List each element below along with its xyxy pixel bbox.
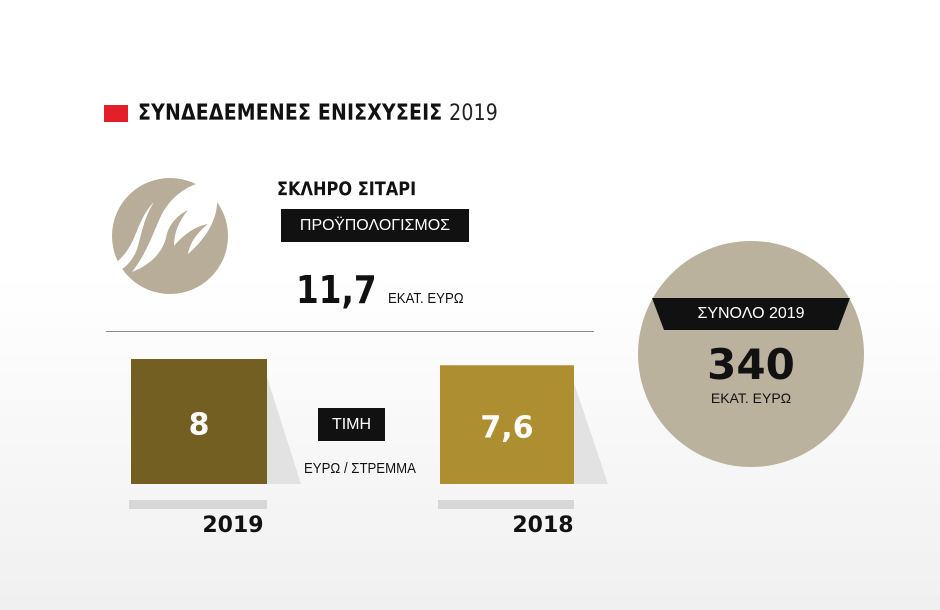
- bar-shadow: [574, 383, 608, 484]
- budget-value: 11,7: [296, 268, 377, 312]
- title-text: ΣΥΝΔΕΔΕΜΕΝΕΣ ΕΝΙΣΧΥΣΕΙΣ: [138, 100, 443, 126]
- page-title: ΣΥΝΔΕΔΕΜΕΝΕΣ ΕΝΙΣΧΥΣΕΙΣ 2019: [138, 101, 498, 126]
- category-label: 2019: [202, 513, 263, 538]
- budget-label: ΠΡΟΫΠΟΛΟΓΙΣΜΟΣ: [281, 209, 469, 242]
- category-label: 2018: [512, 513, 573, 538]
- bar-value-label: 7,6: [480, 411, 533, 446]
- title-year: 2019: [449, 100, 499, 126]
- budget-unit: ΕΚΑΤ. ΕΥΡΩ: [387, 290, 464, 307]
- bar-2018: [440, 365, 574, 484]
- total-banner: [652, 298, 850, 330]
- price-unit: ΕΥΡΩ / ΣΤΡΕΜΜΑ: [304, 460, 416, 477]
- bar-base-shadow: [129, 500, 267, 509]
- leaf-stem-cutout: [106, 202, 154, 276]
- total-unit: ΕΚΑΤ. ΕΥΡΩ: [710, 390, 792, 406]
- bar-base-shadow: [438, 500, 574, 509]
- price-label: ΤΙΜΗ: [318, 408, 385, 441]
- crop-name: ΣΚΛΗΡΟ ΣΙΤΑΡΙ: [277, 178, 417, 200]
- total-value: 340: [707, 340, 795, 389]
- total-circle: [638, 241, 864, 467]
- bar-2019: [131, 359, 267, 484]
- wheat-leaf-icon: [106, 178, 228, 294]
- bar-value-label: 8: [189, 408, 210, 443]
- leaf-cutout: [132, 180, 218, 272]
- total-label: ΣΥΝΟΛΟ 2019: [697, 305, 805, 322]
- budget-value-group: 11,7 ΕΚΑΤ. ΕΥΡΩ: [296, 268, 474, 312]
- divider: [106, 331, 594, 332]
- title-row: ΣΥΝΔΕΔΕΜΕΝΕΣ ΕΝΙΣΧΥΣΕΙΣ 2019: [104, 98, 557, 128]
- bar-shadow: [267, 377, 301, 484]
- red-square-icon: [104, 104, 128, 122]
